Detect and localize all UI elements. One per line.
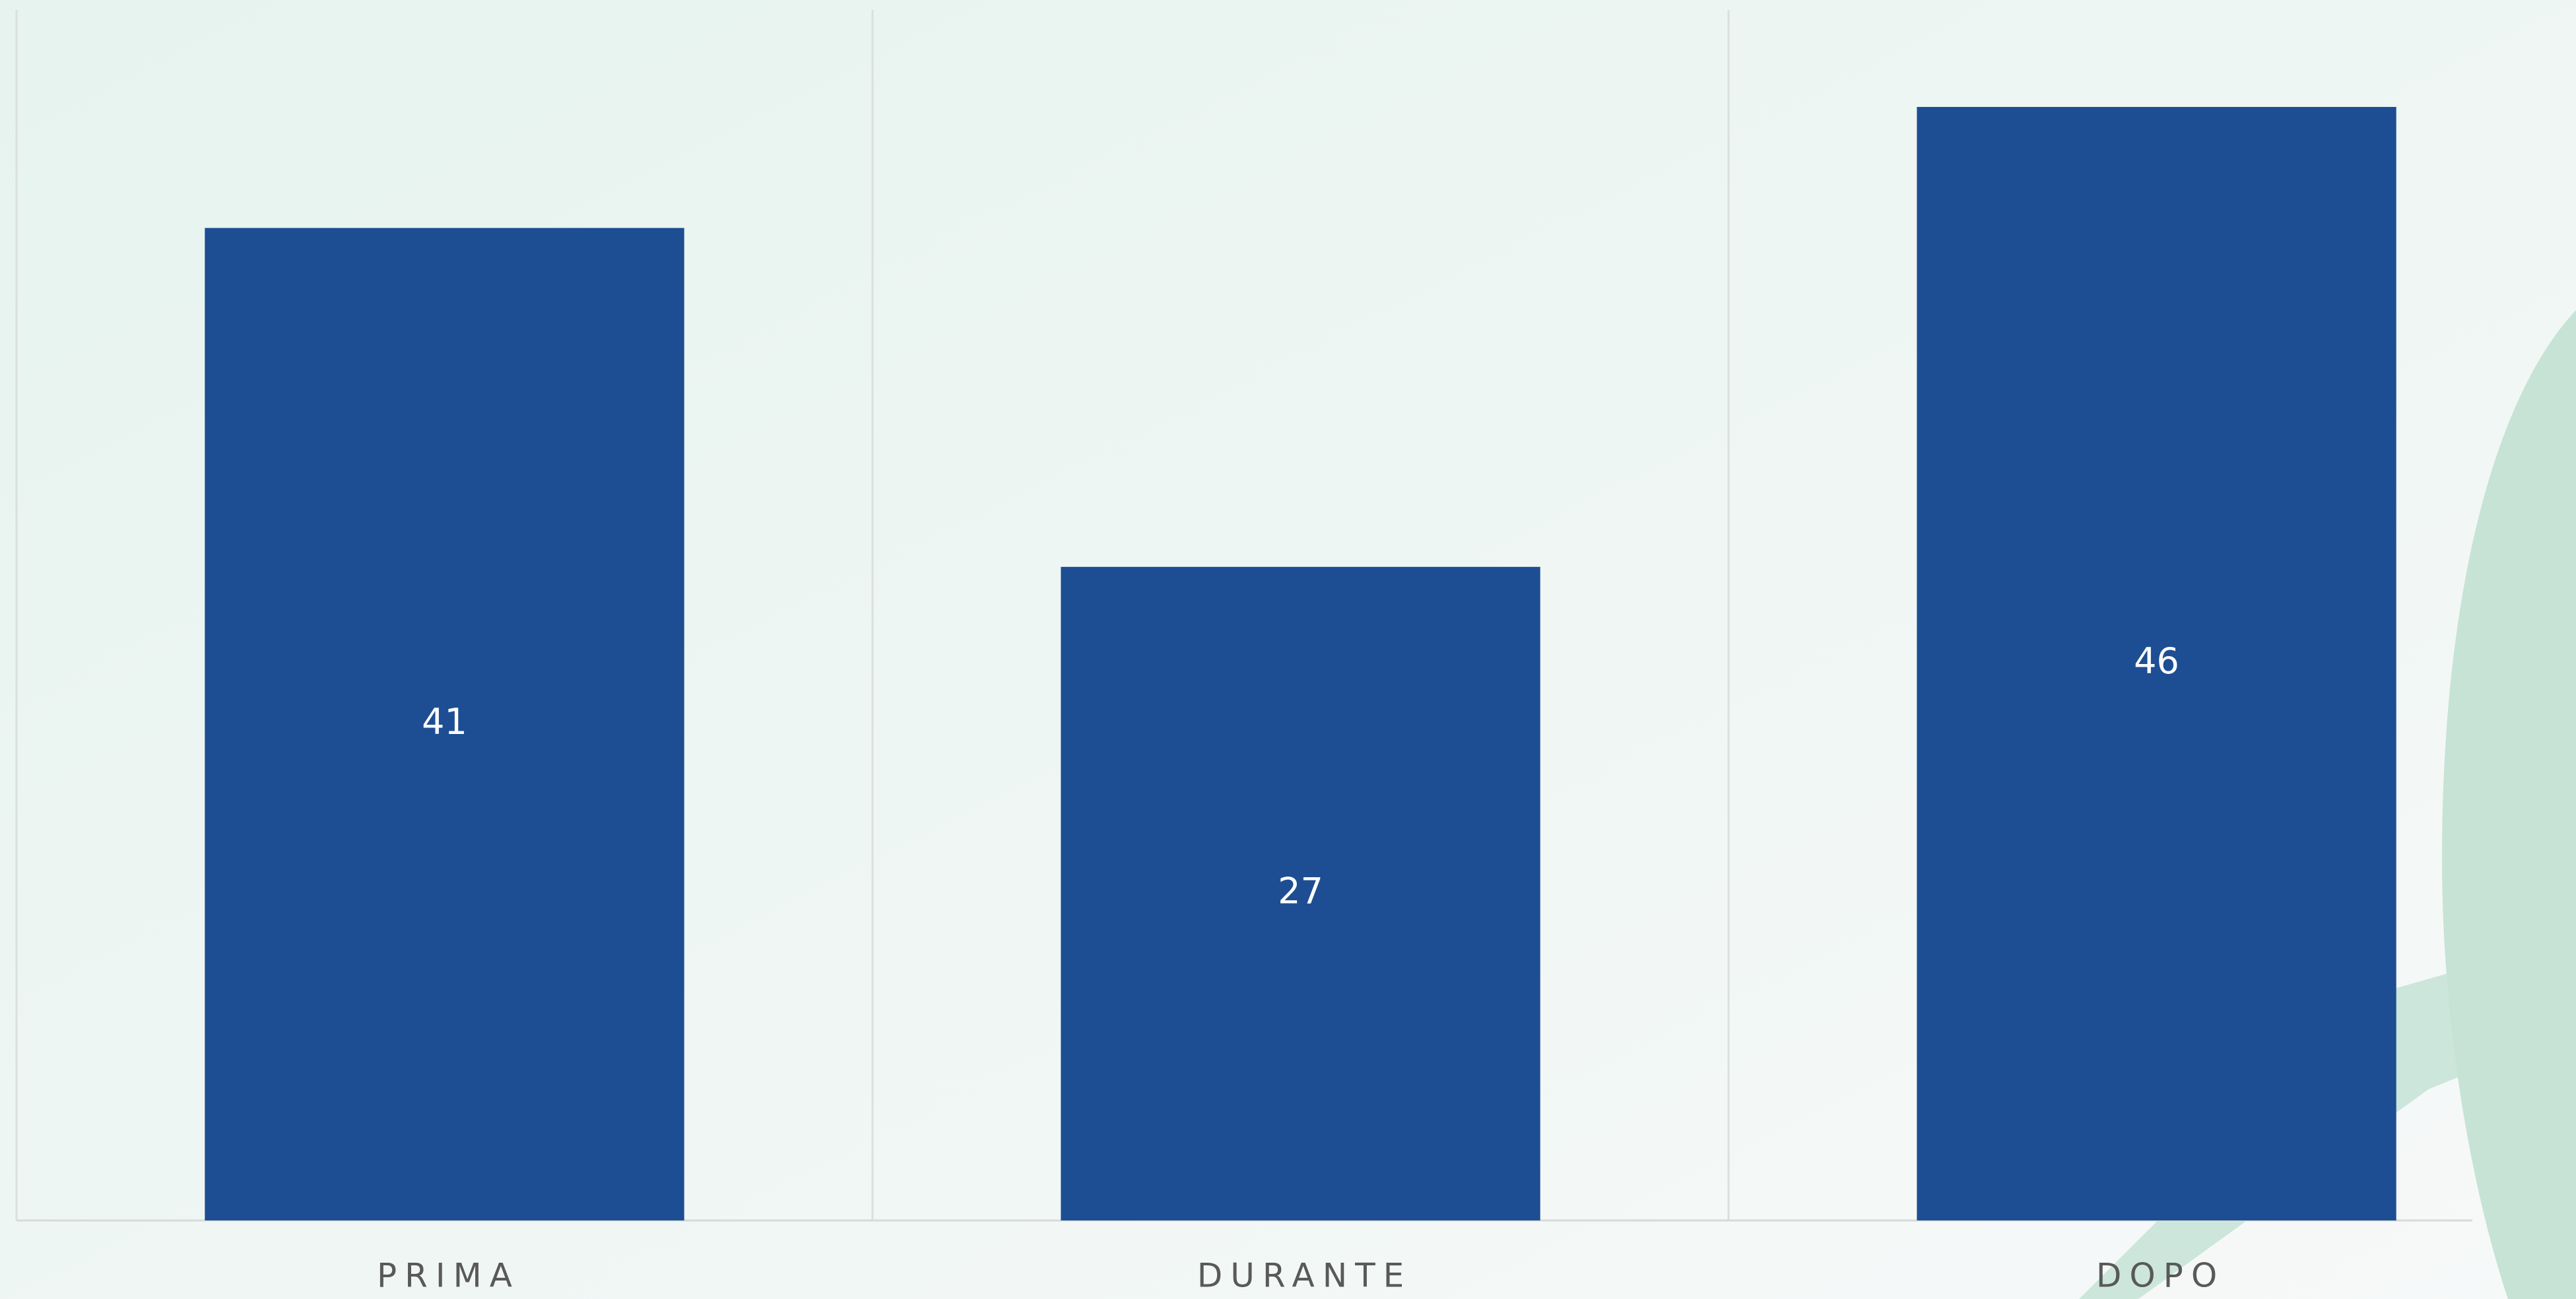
value-label: 27 (1278, 871, 1323, 912)
bar (1061, 566, 1540, 1220)
value-label: 41 (422, 701, 467, 743)
value-label: 46 (2134, 640, 2179, 682)
x-tick-label: PRIMA (377, 1257, 520, 1295)
bar (205, 228, 684, 1220)
bar (1917, 107, 2396, 1220)
x-tick-label: DOPO (2096, 1257, 2225, 1295)
x-tick-label: DURANTE (1197, 1257, 1412, 1295)
